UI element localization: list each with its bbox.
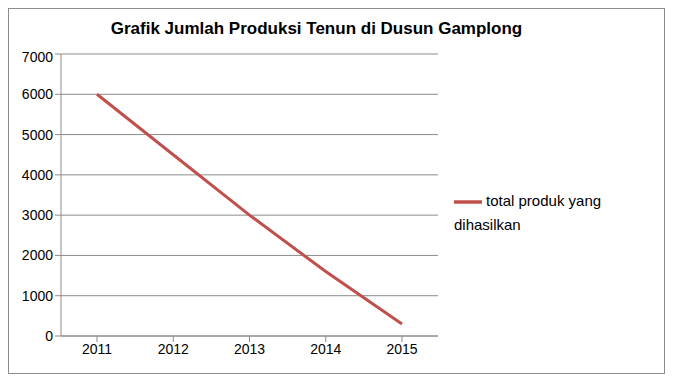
svg-text:7000: 7000 [22,49,53,65]
svg-text:6000: 6000 [22,86,53,102]
svg-text:2013: 2013 [234,341,265,357]
svg-text:3000: 3000 [22,207,53,223]
svg-text:5000: 5000 [22,127,53,143]
html-text:Grafik Jumlah Produksi Tenun d: Grafik Jumlah Produksi Tenun di Dusun Ga… [110,19,523,38]
svg-text:2011: 2011 [82,341,112,357]
svg-text:2012: 2012 [158,341,189,357]
svg-text:2015: 2015 [386,341,417,357]
svg-text:2000: 2000 [22,247,53,263]
svg-text:4000: 4000 [22,167,53,183]
svg-text:0: 0 [45,328,53,344]
svg-text:1000: 1000 [22,288,53,304]
html-text:total produk yang dihasilkan: total produk yang dihasilkan [454,191,602,233]
svg-text:2014: 2014 [310,341,341,357]
